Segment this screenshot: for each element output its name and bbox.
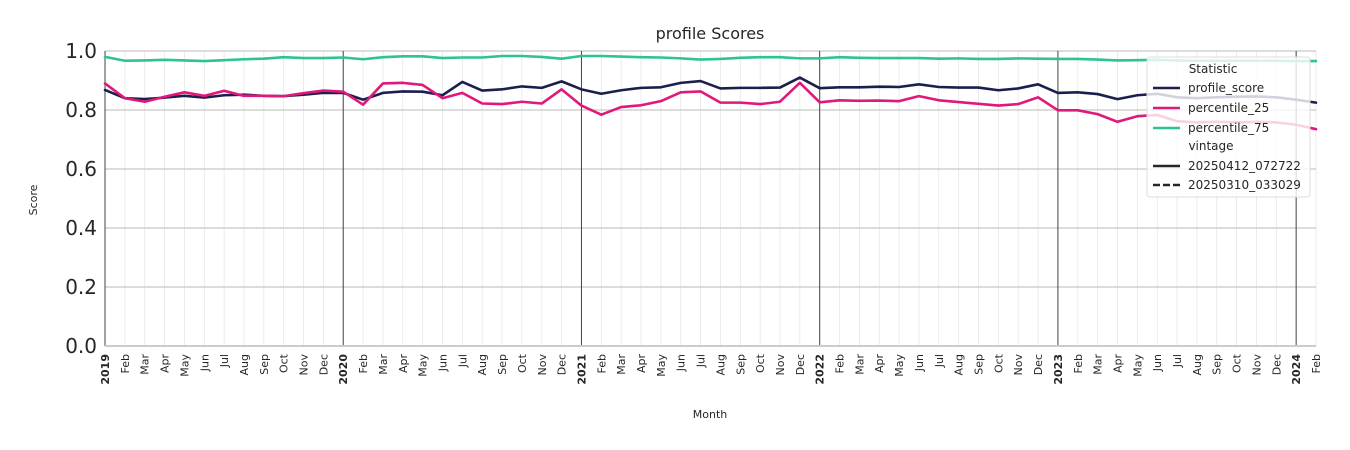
legend-hue-entries: profile_score percentile_25 percentile_75: [1153, 81, 1269, 135]
x-tick-label: 2021: [575, 354, 588, 385]
y-tick-label: 0.0: [65, 334, 97, 358]
x-tick-label: Jun: [675, 354, 688, 372]
y-tick-label: 1.0: [65, 39, 97, 63]
x-tick-label: Nov: [1012, 354, 1025, 376]
x-tick-label: Apr: [397, 354, 410, 374]
x-tick-label: May: [893, 354, 906, 377]
x-tick-label: Sep: [496, 354, 509, 375]
x-tick-label: Dec: [1270, 354, 1283, 375]
x-tick-label: Feb: [1310, 354, 1323, 373]
y-tick-labels: 0.0 0.2 0.4 0.6 0.8 1.0: [65, 39, 97, 358]
x-axis-label: Month: [693, 408, 728, 421]
x-tick-label: Nov: [1250, 354, 1263, 376]
x-tick-label: Dec: [556, 354, 569, 375]
y-tick-label: 0.8: [65, 98, 97, 122]
x-tick-labels: 2019 Feb Mar Apr May Jun Jul Aug Sep Oct Nov Dec 202…: [99, 353, 1323, 384]
x-tick-label: 2020: [337, 354, 350, 385]
legend-label-percentile-75: percentile_75: [1188, 121, 1269, 135]
x-tick-label: Aug: [714, 354, 727, 375]
x-tick-label: Oct: [1231, 353, 1244, 373]
x-tick-label: Aug: [1191, 354, 1204, 375]
x-tick-label: Mar: [139, 354, 152, 375]
legend-label-percentile-25: percentile_25: [1188, 101, 1269, 115]
x-tick-label: Oct: [754, 353, 767, 373]
x-tick-label: Nov: [536, 354, 549, 376]
x-tick-label: Jun: [436, 354, 449, 372]
y-axis-label: Score: [27, 184, 40, 215]
x-tick-label: Nov: [774, 354, 787, 376]
series-line-percentile-75: [103, 54, 1318, 63]
x-tick-label: 2022: [814, 354, 827, 385]
series-line-profile-score: [103, 76, 1318, 104]
x-tick-label: Sep: [1211, 354, 1224, 375]
legend-label-vintage: 20250310_033029: [1188, 178, 1301, 192]
x-tick-label: Oct: [992, 353, 1005, 373]
x-tick-label: Sep: [734, 354, 747, 375]
x-tick-label: Apr: [635, 354, 648, 374]
x-tick-label: Sep: [258, 354, 271, 375]
x-tick-label: May: [655, 354, 668, 377]
y-tick-label: 0.4: [65, 216, 97, 240]
x-tick-label: Jun: [1151, 354, 1164, 372]
x-tick-label: Mar: [853, 354, 866, 375]
x-tick-label: Jul: [456, 354, 469, 368]
legend-title-vintage: vintage: [1188, 139, 1233, 153]
x-tick-label: 2023: [1052, 354, 1065, 385]
x-tick-label: Aug: [953, 354, 966, 375]
x-tick-label: Apr: [873, 354, 886, 374]
x-tick-label: Dec: [317, 354, 330, 375]
x-tick-label: Feb: [119, 354, 132, 373]
x-tick-label: May: [417, 354, 430, 377]
x-tick-label: Nov: [298, 354, 311, 376]
x-tick-label: Jun: [913, 354, 926, 372]
legend-label-vintage: 20250412_072722: [1188, 159, 1301, 173]
x-tick-label: May: [1131, 354, 1144, 377]
y-tick-label: 0.2: [65, 275, 97, 299]
x-tick-label: Mar: [377, 354, 390, 375]
x-tick-label: May: [178, 354, 191, 377]
legend-box: [1146, 56, 1311, 198]
legend-style-entries: 20250412_072722 20250310_033029: [1153, 159, 1301, 192]
legend: Statistic profile_score percentile_25perc…: [1146, 56, 1311, 198]
x-tick-label: Mar: [615, 354, 628, 375]
x-tick-label: Aug: [238, 354, 251, 375]
x-tick-label: Jul: [1171, 354, 1184, 368]
series-line-percentile-25: [103, 81, 1318, 131]
x-tick-label: 2019: [99, 354, 112, 385]
x-tick-label: Dec: [794, 354, 807, 375]
x-tick-label: Jul: [218, 354, 231, 368]
x-tick-label: Feb: [1072, 354, 1085, 373]
x-tick-label: Aug: [476, 354, 489, 375]
x-tick-label: Feb: [595, 354, 608, 373]
series-lines: [103, 54, 1318, 131]
x-tick-label: Jul: [695, 354, 708, 368]
major-gridlines: [105, 50, 1316, 347]
x-tick-label: Sep: [973, 354, 986, 375]
legend-label-profile-score: profile_score: [1188, 81, 1264, 95]
x-tick-label: Oct: [278, 353, 291, 373]
chart-title: profile Scores: [656, 24, 765, 43]
legend-title-statistic: Statistic: [1189, 62, 1238, 76]
x-tick-label: Feb: [357, 354, 370, 373]
x-tick-label: Jun: [198, 354, 211, 372]
x-tick-label: Apr: [159, 354, 172, 374]
x-tick-label: Mar: [1092, 354, 1105, 375]
x-tick-label: Jul: [933, 354, 946, 368]
x-tick-label: 2024: [1290, 354, 1303, 385]
x-tick-label: Oct: [516, 353, 529, 373]
x-tick-label: Apr: [1111, 354, 1124, 374]
y-tick-label: 0.6: [65, 157, 97, 181]
x-tick-label: Feb: [834, 354, 847, 373]
x-tick-label: Dec: [1032, 354, 1045, 375]
